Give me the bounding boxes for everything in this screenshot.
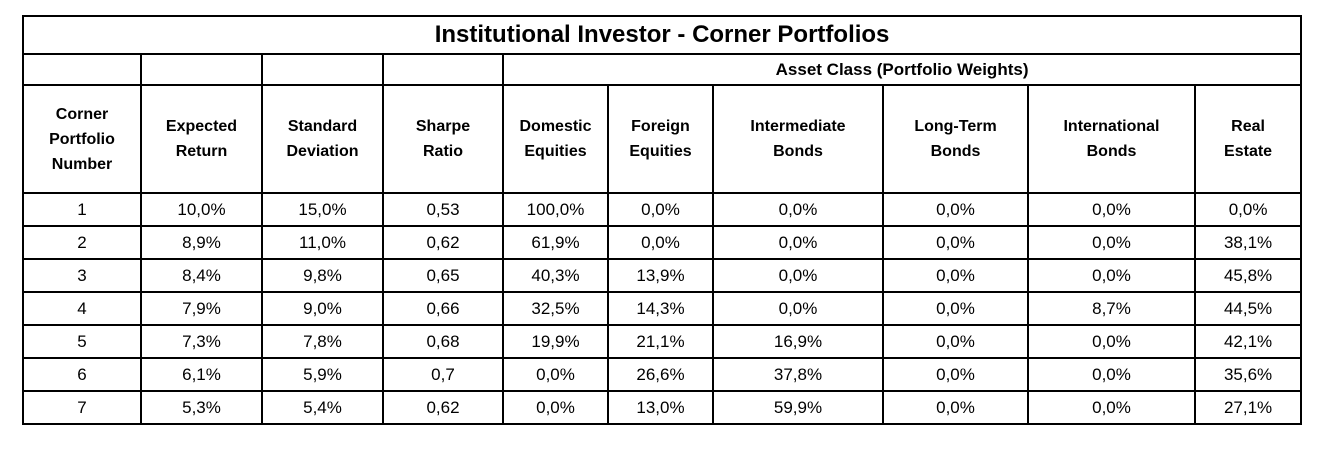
- empty-cell: [383, 54, 504, 86]
- cell: 0,53: [383, 193, 504, 227]
- cell: 40,3%: [503, 259, 609, 293]
- cell: 45,8%: [1195, 259, 1303, 293]
- cell: 9,0%: [262, 292, 384, 326]
- cell: 0,65: [383, 259, 504, 293]
- cell: 2: [23, 226, 142, 260]
- cell: 4: [23, 292, 142, 326]
- cell: 0,0%: [883, 193, 1029, 227]
- cell: 0,0%: [1195, 193, 1303, 227]
- col-header-intermediate-bonds: Intermediate Bonds: [713, 85, 884, 194]
- cell: 9,8%: [262, 259, 384, 293]
- cell: 0,0%: [1028, 391, 1196, 425]
- col-header-real-estate: Real Estate: [1195, 85, 1303, 194]
- cell: 59,9%: [713, 391, 884, 425]
- cell: 7,8%: [262, 325, 384, 359]
- asset-class-group-header: Asset Class (Portfolio Weights): [503, 54, 1303, 86]
- cell: 0,66: [383, 292, 504, 326]
- cell: 0,0%: [503, 391, 609, 425]
- cell: 35,6%: [1195, 358, 1303, 392]
- cell: 42,1%: [1195, 325, 1303, 359]
- cell: 0,0%: [883, 358, 1029, 392]
- cell: 0,0%: [1028, 226, 1196, 260]
- table-row: 3 8,4% 9,8% 0,65 40,3% 13,9% 0,0% 0,0% 0…: [23, 259, 1303, 293]
- cell: 7,9%: [141, 292, 263, 326]
- cell: 0,7: [383, 358, 504, 392]
- cell: 0,68: [383, 325, 504, 359]
- cell: 0,0%: [1028, 193, 1196, 227]
- cell: 19,9%: [503, 325, 609, 359]
- cell: 5,9%: [262, 358, 384, 392]
- col-header-standard-deviation: Standard Deviation: [262, 85, 384, 194]
- table-row: 5 7,3% 7,8% 0,68 19,9% 21,1% 16,9% 0,0% …: [23, 325, 1303, 359]
- cell: 27,1%: [1195, 391, 1303, 425]
- cell: 14,3%: [608, 292, 714, 326]
- col-header-international-bonds: International Bonds: [1028, 85, 1196, 194]
- cell: 0,0%: [883, 259, 1029, 293]
- cell: 7,3%: [141, 325, 263, 359]
- cell: 11,0%: [262, 226, 384, 260]
- cell: 0,0%: [713, 292, 884, 326]
- cell: 6: [23, 358, 142, 392]
- cell: 7: [23, 391, 142, 425]
- cell: 0,0%: [608, 193, 714, 227]
- cell: 0,0%: [608, 226, 714, 260]
- col-header-long-term-bonds: Long-Term Bonds: [883, 85, 1029, 194]
- cell: 0,0%: [883, 226, 1029, 260]
- cell: 44,5%: [1195, 292, 1303, 326]
- cell: 5,4%: [262, 391, 384, 425]
- col-header-corner-portfolio-number: Corner Portfolio Number: [23, 85, 142, 194]
- title-row: Institutional Investor - Corner Portfoli…: [23, 16, 1303, 55]
- cell: 0,0%: [713, 193, 884, 227]
- cell: 0,0%: [1028, 358, 1196, 392]
- cell: 3: [23, 259, 142, 293]
- cell: 15,0%: [262, 193, 384, 227]
- cell: 0,62: [383, 226, 504, 260]
- cell: 0,0%: [713, 259, 884, 293]
- cell: 8,4%: [141, 259, 263, 293]
- cell: 8,9%: [141, 226, 263, 260]
- cell: 26,6%: [608, 358, 714, 392]
- table-title: Institutional Investor - Corner Portfoli…: [23, 16, 1303, 55]
- cell: 16,9%: [713, 325, 884, 359]
- cell: 0,0%: [883, 391, 1029, 425]
- col-header-sharpe-ratio: Sharpe Ratio: [383, 85, 504, 194]
- col-header-expected-return: Expected Return: [141, 85, 263, 194]
- cell: 8,7%: [1028, 292, 1196, 326]
- cell: 13,9%: [608, 259, 714, 293]
- cell: 0,0%: [883, 325, 1029, 359]
- cell: 21,1%: [608, 325, 714, 359]
- table-row: 7 5,3% 5,4% 0,62 0,0% 13,0% 59,9% 0,0% 0…: [23, 391, 1303, 425]
- cell: 0,0%: [713, 226, 884, 260]
- cell: 61,9%: [503, 226, 609, 260]
- cell: 5: [23, 325, 142, 359]
- cell: 0,0%: [883, 292, 1029, 326]
- empty-cell: [141, 54, 263, 86]
- cell: 0,0%: [1028, 325, 1196, 359]
- empty-cell: [23, 54, 142, 86]
- table-row: 4 7,9% 9,0% 0,66 32,5% 14,3% 0,0% 0,0% 8…: [23, 292, 1303, 326]
- cell: 13,0%: [608, 391, 714, 425]
- empty-cell: [262, 54, 384, 86]
- cell: 0,0%: [503, 358, 609, 392]
- cell: 5,3%: [141, 391, 263, 425]
- cell: 38,1%: [1195, 226, 1303, 260]
- cell: 0,0%: [1028, 259, 1196, 293]
- cell: 1: [23, 193, 142, 227]
- cell: 32,5%: [503, 292, 609, 326]
- table-row: 2 8,9% 11,0% 0,62 61,9% 0,0% 0,0% 0,0% 0…: [23, 226, 1303, 260]
- column-header-row: Corner Portfolio Number Expected Return …: [23, 85, 1303, 194]
- table-row: 6 6,1% 5,9% 0,7 0,0% 26,6% 37,8% 0,0% 0,…: [23, 358, 1303, 392]
- col-header-domestic-equities: Domestic Equities: [503, 85, 609, 194]
- col-header-foreign-equities: Foreign Equities: [608, 85, 714, 194]
- table-row: 1 10,0% 15,0% 0,53 100,0% 0,0% 0,0% 0,0%…: [23, 193, 1303, 227]
- cell: 6,1%: [141, 358, 263, 392]
- cell: 10,0%: [141, 193, 263, 227]
- cell: 0,62: [383, 391, 504, 425]
- cell: 100,0%: [503, 193, 609, 227]
- cell: 37,8%: [713, 358, 884, 392]
- corner-portfolios-table: Institutional Investor - Corner Portfoli…: [22, 15, 1303, 425]
- group-header-row: Asset Class (Portfolio Weights): [23, 54, 1303, 86]
